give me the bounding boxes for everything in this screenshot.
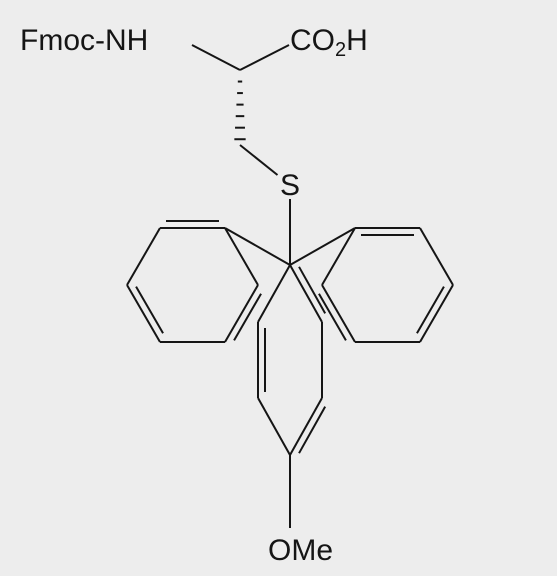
label-co2h: CO2H <box>290 24 368 61</box>
label-s: S <box>280 169 300 202</box>
label-fmoc-nh: Fmoc-NH <box>20 24 148 57</box>
molecule-diagram: Fmoc-NH CO2H S OMe <box>0 0 557 576</box>
label-ome: OMe <box>268 534 333 567</box>
